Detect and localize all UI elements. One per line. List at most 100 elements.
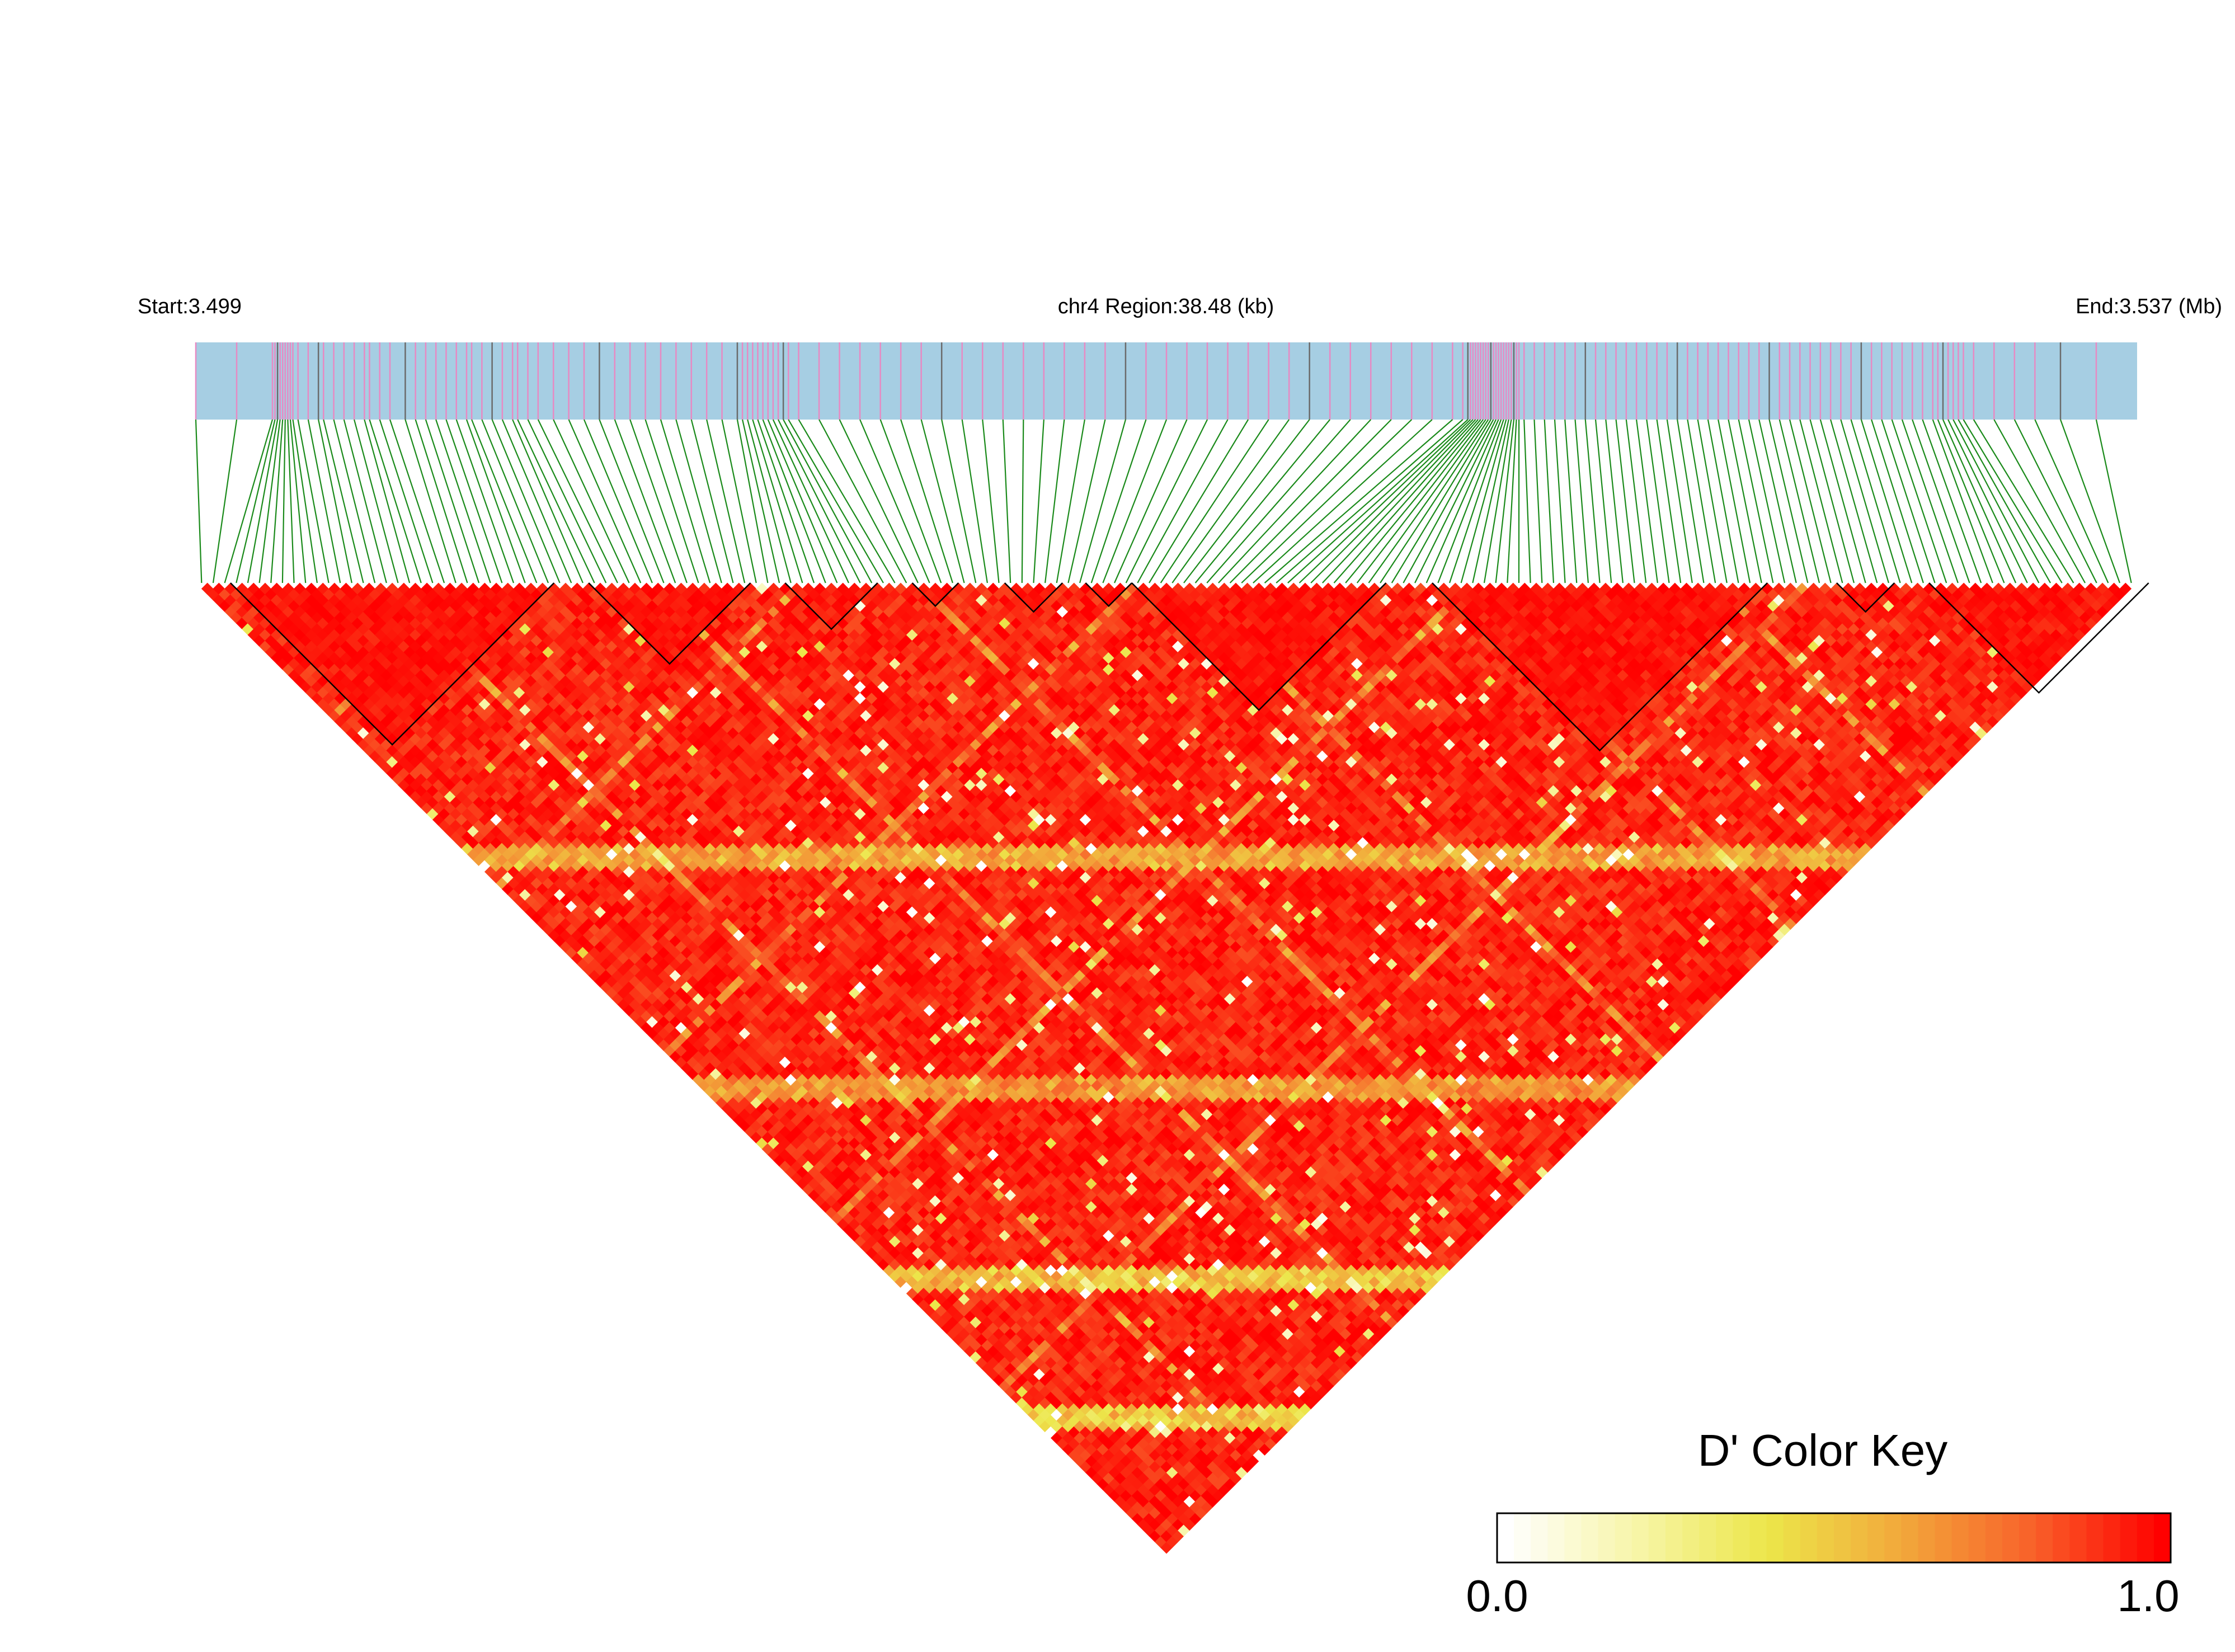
snp-connector [1137, 419, 1229, 583]
snp-connector [1901, 419, 1959, 583]
snp-connector [859, 419, 930, 583]
snp-connector [1218, 419, 1372, 583]
snp-connector [1090, 419, 1147, 583]
region-start-label: Start:3.499 [138, 295, 242, 318]
snp-connector [404, 419, 457, 583]
snp-connector-lines [195, 419, 2132, 583]
snp-connector [1160, 419, 1269, 583]
snp-connector [1368, 419, 1486, 583]
snp-position-track [195, 342, 2137, 420]
snp-connector [1942, 419, 2017, 583]
snp-connector [1483, 419, 1512, 583]
snp-connector [1194, 419, 1331, 583]
snp-connector [1605, 419, 1624, 583]
snp-connector [1533, 419, 1543, 583]
snp-connector [425, 419, 480, 583]
snp-connector [1677, 419, 1705, 583]
snp-connector [491, 419, 561, 583]
snp-connector [1425, 419, 1499, 583]
snp-connector [2059, 419, 2121, 583]
snp-connector [1171, 419, 1290, 583]
snp-connector [1021, 419, 1024, 583]
snp-connector [1403, 419, 1494, 583]
snp-connector [1380, 419, 1489, 583]
snp-connector [839, 419, 919, 583]
snp-connector [568, 419, 642, 583]
snp-connector [1937, 419, 2005, 583]
snp-connector [1958, 419, 2052, 583]
snp-connector [920, 419, 965, 583]
snp-connector [1615, 419, 1635, 583]
snp-connector [2034, 419, 2109, 583]
snp-connector [1922, 419, 1982, 583]
snp-connector [1687, 419, 1716, 583]
snp-connector [629, 419, 688, 583]
snp-connector [1287, 419, 1469, 583]
snp-connector [1636, 419, 1658, 583]
snp-connector [281, 419, 286, 583]
snp-connector [1056, 419, 1085, 583]
snp-connector [1544, 419, 1555, 583]
snp-connector [1229, 419, 1392, 583]
snp-connector [1310, 419, 1474, 583]
snp-connector [772, 419, 849, 583]
ld-heatmap [201, 582, 2132, 1554]
snp-connector [517, 419, 595, 583]
snp-connector [675, 419, 722, 583]
snp-connector [788, 419, 884, 583]
snp-connector [1707, 419, 1739, 583]
snp-connector [778, 419, 861, 583]
snp-connector [1912, 419, 1970, 583]
snp-connector [1728, 419, 1762, 583]
snp-connector [1448, 419, 1504, 583]
snp-connector [721, 419, 757, 583]
snp-connector [455, 419, 515, 583]
snp-connector [287, 419, 295, 583]
snp-connector [1973, 419, 2074, 583]
snp-connector [1241, 419, 1413, 583]
snp-connector [1554, 419, 1566, 583]
snp-connector [1114, 419, 1188, 583]
snp-connector [941, 419, 977, 583]
snp-connector [289, 419, 307, 583]
snp-connector [1646, 419, 1670, 583]
snp-connector [757, 419, 815, 583]
snp-connector [1768, 419, 1809, 583]
snp-markers [195, 342, 2097, 420]
snp-connector [1564, 419, 1578, 583]
snp-connector [982, 419, 1000, 583]
snp-connector [369, 419, 422, 583]
snp-connector [1666, 419, 1693, 583]
snp-connector [783, 419, 873, 583]
snp-connector [1584, 419, 1601, 583]
snp-connector [389, 419, 445, 583]
snp-connector [297, 419, 330, 583]
snp-connector [1758, 419, 1797, 583]
snp-connector [1819, 419, 1866, 583]
snp-connector [1253, 419, 1433, 583]
snp-connector [512, 419, 584, 583]
snp-connector [1963, 419, 2063, 583]
snp-connector [1952, 419, 2040, 583]
snp-connector [465, 419, 526, 583]
snp-connector [537, 419, 618, 583]
snp-connector [1871, 419, 1924, 583]
snp-connector [1799, 419, 1843, 583]
snp-connector [236, 419, 276, 583]
snp-connector [333, 419, 376, 583]
snp-connector [292, 419, 318, 583]
snp-connector [1298, 419, 1471, 583]
snp-connector [1947, 419, 2028, 583]
snp-connector [224, 419, 274, 583]
snp-connector [798, 419, 896, 583]
snp-connector [379, 419, 434, 583]
snp-connector [1033, 419, 1044, 583]
snp-connector [742, 419, 780, 583]
snp-connector [879, 419, 942, 583]
snp-connector [270, 419, 284, 583]
snp-connector [1840, 419, 1889, 583]
snp-connector [1356, 419, 1484, 583]
snp-connector [961, 419, 988, 583]
snp-connector [614, 419, 676, 583]
snp-connector [1574, 419, 1589, 583]
